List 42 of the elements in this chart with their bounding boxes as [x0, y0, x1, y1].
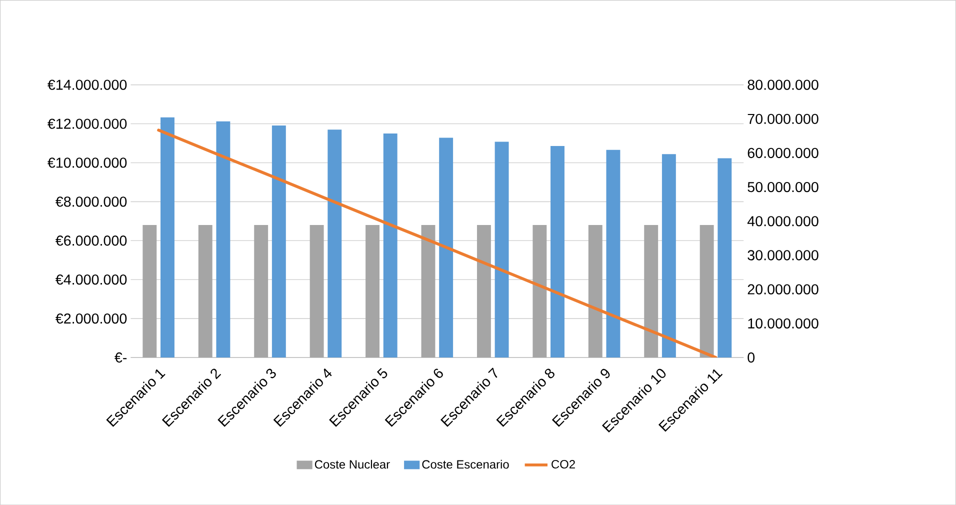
bar [550, 146, 564, 358]
y-tick-label: €10.000.000 [48, 158, 127, 168]
legend-label: Coste Escenario [422, 460, 509, 469]
bar [272, 125, 286, 358]
bar [439, 138, 454, 358]
y2-tick-label: 30.000.000 [748, 250, 818, 260]
y2-tick-label: 0 [748, 352, 755, 362]
y-tick-label: €6.000.000 [55, 235, 127, 246]
bar [606, 150, 620, 358]
legend-label: Coste Nuclear [314, 460, 390, 469]
bar [476, 224, 491, 358]
bar [494, 142, 509, 358]
y-tick-label: €- [114, 352, 127, 362]
bar [644, 224, 658, 358]
bar [588, 224, 602, 358]
bar [366, 224, 380, 358]
bar [328, 130, 342, 358]
bar [532, 224, 547, 358]
y2-tick-label: 70.000.000 [748, 114, 818, 124]
y-tick-label: €2.000.000 [55, 313, 127, 324]
bar [216, 121, 230, 358]
bar [421, 224, 436, 358]
bar [310, 224, 324, 358]
y2-tick-label: 60.000.000 [748, 148, 818, 158]
bar [662, 154, 676, 358]
bar [198, 224, 212, 358]
y2-tick-label: 80.000.000 [748, 80, 818, 90]
bar [383, 133, 398, 358]
bar [160, 117, 174, 358]
bar [254, 224, 268, 358]
y-tick-label: €14.000.000 [48, 80, 127, 90]
bar [718, 158, 732, 358]
bar [142, 224, 157, 358]
y2-tick-label: 10.000.000 [748, 318, 818, 328]
y-tick-label: €8.000.000 [55, 196, 127, 207]
y2-tick-label: 50.000.000 [748, 182, 818, 192]
y-tick-label: €12.000.000 [48, 118, 127, 129]
y2-tick-label: 20.000.000 [748, 284, 818, 294]
legend-label: CO2 [552, 460, 575, 468]
y2-tick-label: 40.000.000 [747, 216, 818, 226]
bar [700, 224, 714, 358]
y-tick-label: €4.000.000 [55, 274, 127, 285]
